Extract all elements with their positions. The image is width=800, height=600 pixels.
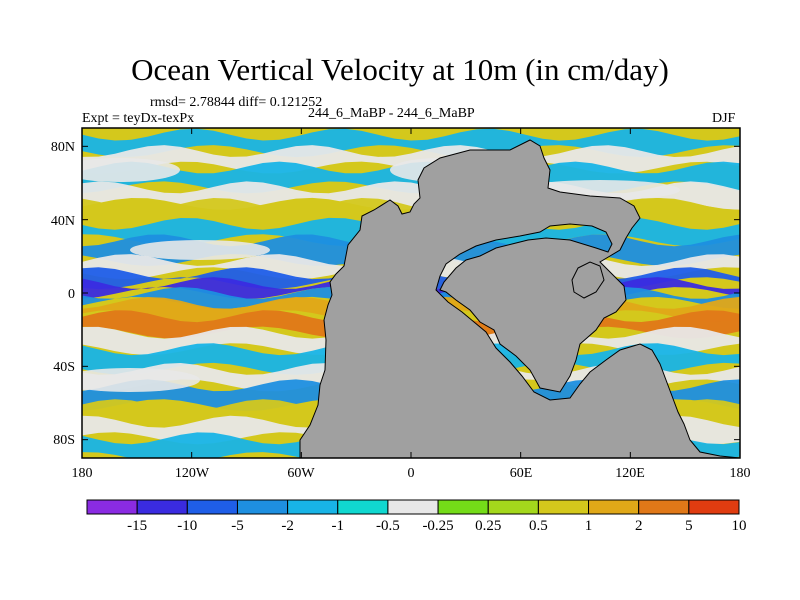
colorbar-swatch — [537, 499, 590, 515]
xtick-60w: 60W — [287, 466, 315, 481]
colorbar-swatch — [688, 499, 740, 515]
landmass-west — [299, 139, 740, 458]
continents — [299, 139, 740, 458]
landmass-east-island — [571, 261, 605, 299]
neutral-patch — [130, 240, 270, 260]
field-layer — [82, 128, 740, 458]
colorbar-swatch — [588, 499, 640, 515]
colorbar-swatch — [487, 499, 539, 515]
season-label: DJF — [712, 111, 736, 126]
colorbar-label: 0.25 — [475, 518, 502, 534]
colorbar-label: 10 — [731, 518, 747, 534]
colorbar-label: -2 — [281, 518, 294, 534]
colorbar-swatch — [437, 499, 489, 515]
colorbar — [86, 499, 740, 515]
axis-ticks — [81, 128, 741, 458]
colorbar-label: -15 — [127, 518, 148, 534]
colorbar-label: -1 — [331, 518, 345, 534]
colorbar-label: 2 — [634, 518, 643, 534]
colorbar-label: 1 — [584, 518, 593, 534]
ytick-0: 0 — [68, 287, 75, 302]
ytick-80s: 80S — [53, 433, 75, 448]
ytick-40s: 40S — [53, 360, 75, 375]
xtick-0: 0 — [407, 466, 415, 481]
colorbar-swatch — [638, 499, 690, 515]
colorbar-swatch — [186, 499, 238, 515]
xtick-120w: 120W — [174, 466, 210, 481]
colorbar-swatch — [337, 499, 389, 515]
ytick-80n: 80N — [50, 140, 75, 155]
neutral-patch — [82, 368, 200, 392]
colorbar-label: -5 — [231, 518, 244, 534]
colorbar-label: -0.5 — [376, 518, 400, 534]
xtick-180e: 180 — [729, 466, 751, 481]
map-title: Ocean Vertical Velocity at 10m (in cm/da… — [131, 52, 669, 87]
expt-label: Expt = teyDx-texPx — [82, 111, 195, 126]
colorbar-swatch — [387, 499, 439, 515]
stats-label: rmsd= 2.78844 diff= 0.121252 — [150, 95, 323, 110]
colorbar-swatch — [287, 499, 339, 515]
colorbar-label: 5 — [685, 518, 693, 534]
colorbar-swatch — [236, 499, 289, 515]
xtick-180w: 180 — [71, 466, 93, 481]
colorbar-label: -0.25 — [422, 518, 454, 534]
colorbar-label: -10 — [177, 518, 198, 534]
neutral-patch — [82, 158, 180, 182]
velocity-band — [82, 128, 740, 158]
colorbar-swatch — [136, 499, 188, 515]
xtick-60e: 60E — [509, 466, 533, 481]
run-label: 244_6_MaBP - 244_6_MaBP — [308, 106, 475, 121]
colorbar-swatch — [86, 499, 138, 515]
ytick-40n: 40N — [50, 214, 75, 229]
colorbar-label: 0.5 — [529, 518, 548, 534]
xtick-120e: 120E — [615, 466, 645, 481]
